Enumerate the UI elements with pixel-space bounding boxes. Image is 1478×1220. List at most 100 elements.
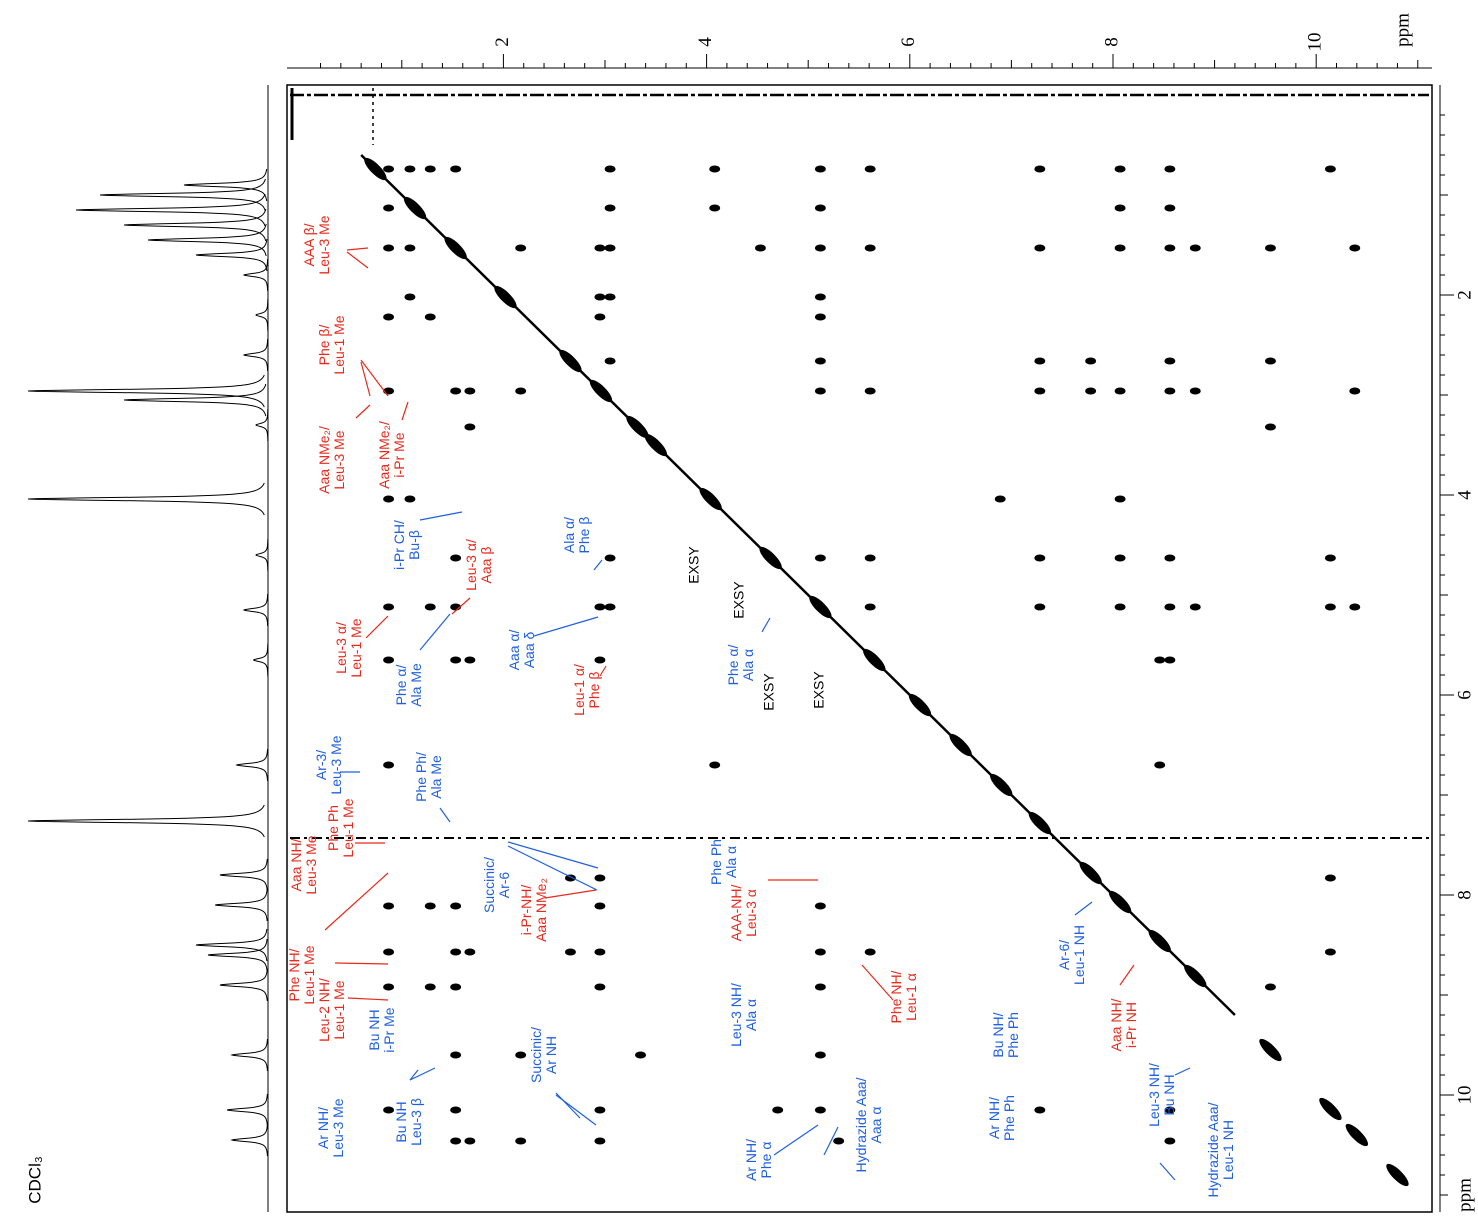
- cross-peak: [1114, 244, 1126, 252]
- cross-peak: [1264, 983, 1276, 991]
- annotation: Leu-3 β: [408, 1098, 424, 1146]
- annotation: Leu-3 α: [743, 889, 759, 937]
- annotation: Phe α/: [725, 645, 741, 686]
- cross-peak: [450, 1051, 462, 1059]
- cross-peak: [383, 495, 395, 503]
- x-tick-label: 2: [492, 37, 513, 47]
- annotation: Phe NH/: [888, 970, 904, 1023]
- cross-peak: [594, 603, 606, 611]
- cross-peak: [594, 1137, 606, 1145]
- cross-peak: [464, 387, 476, 395]
- annotation: EXSY: [761, 673, 777, 711]
- cross-peak: [814, 204, 826, 212]
- leader-line: [773, 1124, 819, 1156]
- cross-peak: [1264, 357, 1276, 365]
- annotation: Leu-3 Me: [331, 430, 347, 489]
- cross-peak: [814, 313, 826, 321]
- cross-peak: [383, 948, 395, 956]
- cross-peak: [814, 1106, 826, 1114]
- leader-line: [1074, 901, 1093, 916]
- trace-peak: [195, 238, 268, 272]
- cross-peak: [814, 554, 826, 562]
- annotation: Succinic/: [481, 857, 497, 913]
- annotation: Leu-1 α/: [571, 664, 587, 716]
- annotation: Aaa NH/: [1108, 998, 1124, 1051]
- trace-peak: [235, 749, 268, 781]
- cross-peak: [383, 244, 395, 252]
- annotation: Ar NH/: [743, 1139, 759, 1181]
- leader-line: [533, 616, 599, 637]
- annotation: Leu-3 Me: [316, 215, 332, 274]
- cross-peak: [515, 1137, 527, 1145]
- annotation: Aaa α/: [506, 630, 522, 671]
- cross-peak: [383, 1106, 395, 1114]
- diagonal-peak: [403, 196, 427, 220]
- cross-peak: [814, 387, 826, 395]
- annotation: Aaa NMe₂: [533, 878, 549, 942]
- leader-line: [324, 872, 389, 931]
- cross-peak: [424, 313, 436, 321]
- y-tick-label: 2: [1454, 290, 1475, 300]
- cross-peak: [1164, 554, 1176, 562]
- annotation: Bu-β: [406, 530, 422, 560]
- leader-line: [761, 617, 771, 633]
- annotation: Aaa NMe₂/: [316, 426, 332, 494]
- annotation: Ala Me: [428, 755, 444, 799]
- annotation: EXSY: [686, 546, 702, 584]
- leader-line: [823, 1126, 839, 1156]
- diagonal-peak: [759, 546, 782, 570]
- trace-peak: [183, 168, 268, 202]
- annotation: i-Pr-NH/: [518, 885, 534, 936]
- annotation: Hydrazide Aaa/: [853, 1077, 869, 1172]
- annotation: Leu-3 Me: [330, 1098, 346, 1157]
- diagonal-peak: [364, 157, 387, 181]
- cross-peak: [450, 983, 462, 991]
- annotation: Phe Ph: [325, 805, 341, 851]
- annotation: Hydrazide Aaa/: [1205, 1102, 1221, 1197]
- cross-peak: [604, 244, 616, 252]
- cross-peak: [994, 495, 1006, 503]
- leader-line: [1119, 964, 1135, 986]
- cross-peak: [1164, 165, 1176, 173]
- cross-peak: [1154, 761, 1166, 769]
- diagonal-peak: [1259, 1038, 1282, 1062]
- trace-peak: [230, 1039, 268, 1071]
- cross-peak: [404, 293, 416, 301]
- cross-peak: [515, 244, 527, 252]
- annotation: Leu-1 Me: [331, 315, 347, 374]
- cross-peak: [450, 656, 462, 664]
- trace-peak: [227, 1093, 268, 1127]
- leader-line: [355, 404, 371, 419]
- annotation: i-Pr Me: [381, 1007, 397, 1052]
- diagonal-peak: [908, 693, 932, 717]
- annotation: Succinic/: [528, 1027, 544, 1083]
- cross-peak: [450, 902, 462, 910]
- leader-line: [409, 1069, 419, 1081]
- diagonal-peak: [1386, 1163, 1409, 1187]
- diagonal-peak: [626, 415, 649, 439]
- cross-peak: [383, 656, 395, 664]
- diagonal-peak: [444, 236, 467, 260]
- diagonal-peak: [1319, 1097, 1342, 1121]
- leader-line: [439, 807, 451, 823]
- diagonal-peak: [990, 773, 1013, 797]
- annotation: EXSY: [731, 581, 747, 619]
- diagonal-peak: [1108, 890, 1132, 914]
- cross-peak: [754, 244, 766, 252]
- trace-peak: [219, 858, 268, 892]
- trace-peak: [27, 804, 265, 838]
- annotation: Phe β/: [316, 325, 332, 366]
- y-tick-label: 10: [1454, 1086, 1475, 1105]
- cross-peak: [383, 902, 395, 910]
- cross-peak: [604, 554, 616, 562]
- cross-peak: [1164, 1106, 1176, 1114]
- annotation: Bu NH/: [990, 1012, 1006, 1057]
- cross-peak: [1034, 603, 1046, 611]
- leader-line: [1159, 1162, 1176, 1181]
- annotation: Ar NH: [543, 1036, 559, 1074]
- trace-peak: [242, 594, 269, 626]
- leader-line: [334, 962, 389, 965]
- cross-peak: [404, 165, 416, 173]
- x-tick-label: 8: [1101, 37, 1122, 47]
- annotation: i-Pr Me: [391, 432, 407, 477]
